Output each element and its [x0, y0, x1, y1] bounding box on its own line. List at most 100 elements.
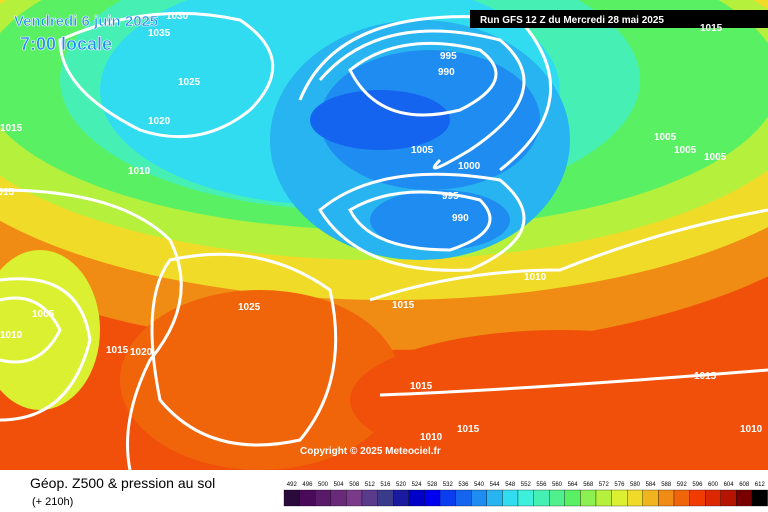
isobar-label: 995	[440, 51, 457, 62]
legend-swatch	[751, 489, 768, 507]
legend-swatch	[627, 489, 643, 507]
legend-value: 584	[646, 482, 657, 488]
legend-swatch	[595, 489, 612, 507]
legend-value: 536	[458, 482, 469, 488]
isobar-label: 1015	[410, 381, 433, 392]
legend-value: 496	[302, 482, 313, 488]
isobar-label: 1020	[148, 116, 171, 127]
isobar-label: 1005	[674, 145, 697, 156]
isobar-label: 1015	[106, 345, 129, 356]
legend-value: 520	[396, 482, 407, 488]
legend-value: 552	[521, 482, 532, 488]
isobar-label: 1025	[178, 77, 201, 88]
legend-swatch	[377, 489, 394, 507]
legend-value: 512	[365, 482, 376, 488]
legend-value: 528	[427, 482, 438, 488]
legend-value: 588	[661, 482, 672, 488]
legend-value: 508	[349, 482, 360, 488]
legend-value: 492	[287, 482, 298, 488]
legend-swatch	[673, 489, 690, 507]
isobar-label: 1015	[0, 123, 23, 134]
legend-swatch	[549, 489, 565, 507]
legend-value: 524	[412, 482, 423, 488]
isobar-label: 1025	[238, 302, 261, 313]
legend-value: 596	[692, 482, 703, 488]
legend-value: 564	[568, 482, 579, 488]
legend-swatch	[299, 489, 316, 507]
isobar-label: 990	[452, 213, 469, 224]
legend-swatch	[424, 489, 441, 507]
isobar-label: 1015	[694, 371, 717, 382]
legend-swatch	[408, 489, 425, 507]
run-box	[470, 10, 768, 28]
isobar-label: 1020	[130, 347, 153, 358]
footer-subtitle: (+ 210h)	[32, 496, 73, 508]
legend-swatch	[471, 489, 487, 507]
legend-swatch	[580, 489, 597, 507]
isobar-label: 1000	[458, 161, 481, 172]
isobar-labels: 1030103510251020101510101015995990100510…	[0, 11, 763, 443]
isobar-label: 1015	[457, 424, 480, 435]
isobar-label: 1015	[0, 187, 15, 198]
legend-swatch	[736, 489, 753, 507]
legend-swatch	[361, 489, 378, 507]
isobar-label: 995	[442, 191, 459, 202]
copyright: Copyright © 2025 Meteociel.fr	[300, 446, 441, 457]
legend-swatch	[502, 489, 519, 507]
legend-value: 592	[677, 482, 688, 488]
legend-swatch	[393, 489, 409, 507]
legend-value: 556	[536, 482, 547, 488]
legend-swatch	[346, 489, 363, 507]
isobar-label: 1005	[32, 309, 55, 320]
field	[0, 0, 768, 470]
legend-swatch	[720, 489, 737, 507]
legend-value: 600	[708, 482, 719, 488]
isobar-label: 1010	[420, 432, 443, 443]
legend-swatch	[283, 489, 300, 507]
legend-value: 560	[552, 482, 563, 488]
legend-value: 608	[739, 482, 750, 488]
legend-value: 568	[583, 482, 594, 488]
legend-value: 500	[318, 482, 329, 488]
legend-value: 580	[630, 482, 641, 488]
isobar-label: 1010	[128, 166, 151, 177]
legend-swatch	[439, 489, 456, 507]
legend-swatch	[455, 489, 472, 507]
date: Vendredi 6 juin 2025	[14, 13, 158, 30]
legend-value: 604	[724, 482, 735, 488]
legend-swatch	[564, 489, 581, 507]
legend-swatch	[611, 489, 628, 507]
legend-swatch	[705, 489, 721, 507]
time: 7:00 locale	[20, 34, 112, 54]
isobar-label: 1005	[411, 145, 434, 156]
isobar-label: 1010	[0, 330, 23, 341]
legend-value: 576	[614, 482, 625, 488]
legend-swatch	[689, 489, 706, 507]
legend-value: 516	[380, 482, 391, 488]
legend-swatch	[658, 489, 675, 507]
legend-value: 532	[443, 482, 454, 488]
isobar-label: 990	[438, 67, 455, 78]
legend-value: 572	[599, 482, 610, 488]
isobar-label: 1005	[704, 152, 727, 163]
legend-value: 544	[490, 482, 501, 488]
isobar-label: 1015	[392, 300, 415, 311]
footer-title: Géop. Z500 & pression au sol	[30, 475, 215, 491]
isobar-label: 1010	[740, 424, 763, 435]
isobar-label: 1010	[524, 272, 547, 283]
legend-value: 540	[474, 482, 485, 488]
isobar-label: 1015	[700, 23, 723, 34]
isobar-label: 1030	[166, 11, 189, 22]
isobar-label: 1005	[654, 132, 677, 143]
run: Run GFS 12 Z du Mercredi 28 mai 2025	[480, 15, 664, 26]
legend-value: 548	[505, 482, 516, 488]
legend: 492 496 500 504 508 512 516 520 524 528 532 536 540 5…	[283, 482, 768, 507]
legend-swatch	[330, 489, 347, 507]
isobar-label: 1035	[148, 28, 171, 39]
legend-swatch	[517, 489, 534, 507]
legend-swatch	[642, 489, 659, 507]
legend-value: 612	[755, 482, 766, 488]
legend-swatch	[486, 489, 503, 507]
